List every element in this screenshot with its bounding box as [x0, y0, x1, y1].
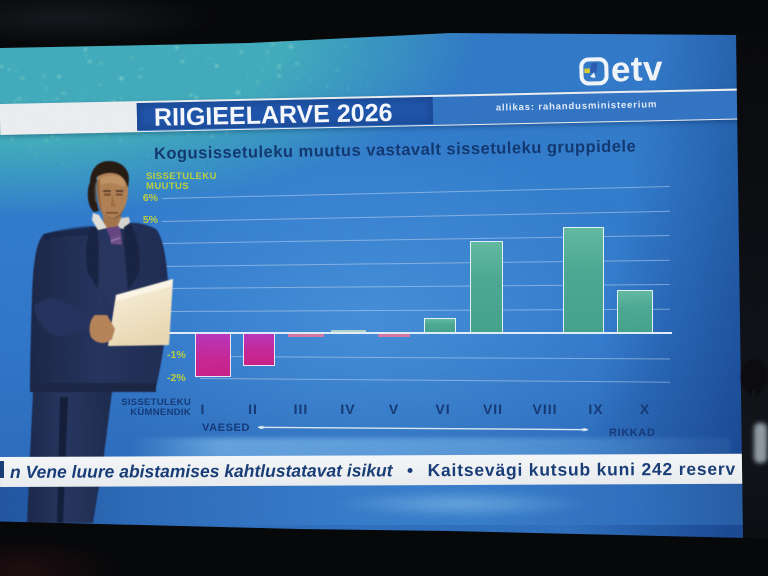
- svg-text:etv: etv: [610, 55, 663, 90]
